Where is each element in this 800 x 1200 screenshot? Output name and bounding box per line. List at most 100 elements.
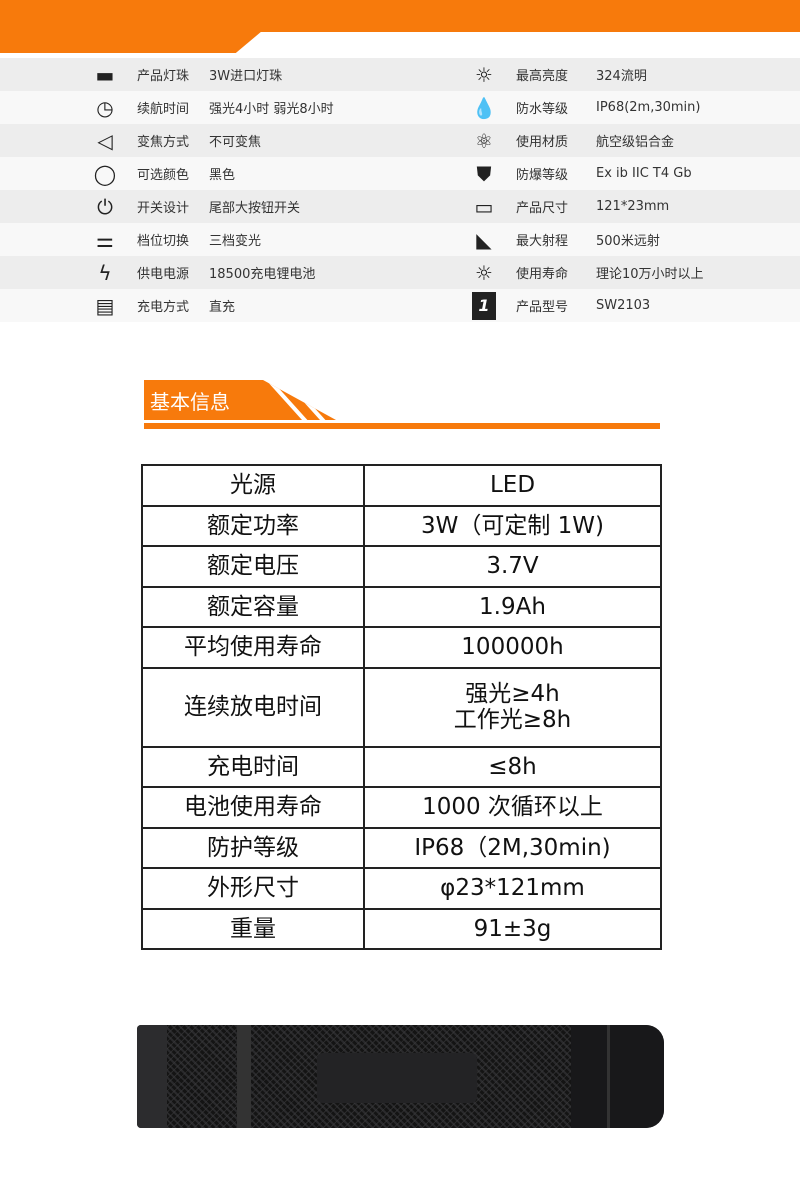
spec-item: ◁ 变焦方式 不可变焦 [0,124,400,157]
spec-value: 理论10万小时以上 [596,267,704,282]
section-underline [144,423,660,429]
table-key: 光源 [141,464,365,507]
table-value-cell: 3.7V [363,545,662,588]
spec-label: 档位切换 [137,234,190,249]
spec-label: 充电方式 [137,300,190,315]
shield-icon: ⛊ [476,161,492,186]
model-number-glyph: 1 [478,296,490,315]
table-key: 外形尺寸 [141,867,365,910]
spec-row: ⚌ 档位切换 三档变光 ◣ 最大射程 500米远射 [0,223,800,256]
table-row: 电池使用寿命 1000 次循环以上 [141,786,662,829]
table-row: 光源 LED [141,464,662,507]
spec-item: ◣ 最大射程 500米远射 [400,223,800,256]
table-value-cell: 91±3g [363,907,662,950]
spec-row: ⏻ 开关设计 尾部大按钮开关 ▭ 产品尺寸 121*23mm [0,190,800,223]
spec-value: 500米远射 [596,234,660,249]
spec-value: IP68(2m,30min) [596,100,701,115]
table-key: 防护等级 [141,826,365,869]
table-value-cell: IP68（2M,30min) [363,826,662,869]
spec-label: 产品型号 [516,300,569,315]
table-row: 外形尺寸 φ23*121mm [141,867,662,910]
spec-label: 续航时间 [137,102,190,117]
spec-label: 最大射程 [516,234,569,249]
table-value-cell: 100000h [363,626,662,669]
table-value: 91±3g [473,915,552,942]
table-value-cell: 3W（可定制 1W) [363,504,662,547]
table-key: 平均使用寿命 [141,626,365,669]
beam-range-icon: ◣ [476,227,492,252]
spec-row: ▤ 充电方式 直充 1 产品型号 SW2103 [0,289,800,322]
spec-value: 不可变焦 [209,135,262,150]
spec-item: ◷ 续航时间 强光4小时 弱光8小时 [0,91,400,124]
table-row: 防护等级 IP68（2M,30min) [141,826,662,869]
spec-value: 直充 [209,300,236,315]
battery-charge-icon: ϟ [98,260,112,285]
spec-label: 防水等级 [516,102,569,117]
spec-label: 使用寿命 [516,267,569,282]
table-row: 额定电压 3.7V [141,545,662,588]
spec-item: ⏻ 开关设计 尾部大按钮开关 [0,190,400,223]
spec-value: 三档变光 [209,234,262,249]
spec-item: ▭ 产品尺寸 121*23mm [400,190,800,223]
spec-value: 强光4小时 弱光8小时 [209,102,334,117]
table-value-cell: φ23*121mm [363,867,662,910]
spec-item: ⚌ 档位切换 三档变光 [0,223,400,256]
table-value-2: 工作光≥8h [453,707,572,733]
spec-value: 324流明 [596,69,647,84]
top-banner [0,0,800,32]
spec-item: 💧 防水等级 IP68(2m,30min) [400,91,800,124]
spec-label: 供电电源 [137,267,190,282]
spec-row: ϟ 供电电源 18500充电锂电池 ☼ 使用寿命 理论10万小时以上 [0,256,800,289]
table-key: 连续放电时间 [141,666,365,748]
table-key: 电池使用寿命 [141,786,365,829]
table-value: 1000 次循环以上 [422,794,603,821]
table-row: 额定容量 1.9Ah [141,585,662,628]
table-value-cell: ≤8h [363,745,662,788]
spec-item: ▬ 产品灯珠 3W进口灯珠 [0,58,400,91]
spec-row: ◁ 变焦方式 不可变焦 ⚛ 使用材质 航空级铝合金 [0,124,800,157]
table-row: 充电时间 ≤8h [141,745,662,788]
spec-item: ☼ 使用寿命 理论10万小时以上 [400,256,800,289]
table-row: 额定功率 3W（可定制 1W) [141,504,662,547]
spec-value: 尾部大按钮开关 [209,201,301,216]
slider-icon: ⚌ [96,227,114,252]
spec-item: 1 产品型号 SW2103 [400,289,800,322]
water-drops-icon: 💧 [471,95,497,120]
spec-row: ▬ 产品灯珠 3W进口灯珠 ☼ 最高亮度 324流明 [0,58,800,91]
spec-label: 开关设计 [137,201,190,216]
table-value: IP68（2M,30min) [414,834,611,861]
spec-label: 产品尺寸 [516,201,569,216]
table-value: 3.7V [486,553,539,580]
zoom-cone-icon: ◁ [97,128,113,153]
table-key: 额定电压 [141,545,365,588]
spec-item: ☼ 最高亮度 324流明 [400,58,800,91]
table-row: 平均使用寿命 100000h [141,626,662,669]
spec-label: 防爆等级 [516,168,569,183]
table-value: 3W（可定制 1W) [420,512,605,539]
table-value: ≤8h [488,753,537,780]
spec-value: 121*23mm [596,199,670,214]
section-header: 基本信息 [144,380,336,420]
table-value: LED [489,472,536,499]
table-value: φ23*121mm [440,875,585,902]
table-value: 强光≥4h [465,680,560,707]
table-row: 重量 91±3g [141,907,662,950]
table-value-cell: LED [363,464,662,507]
table-key: 充电时间 [141,745,365,788]
spec-label: 使用材质 [516,135,569,150]
spec-value: 黑色 [209,168,236,183]
ruler-icon: ▭ [474,194,494,219]
molecule-icon: ⚛ [475,128,493,153]
sun-outline-icon: ☼ [475,260,493,285]
spec-value: Ex ib IIC T4 Gb [596,166,692,181]
spec-item: ▤ 充电方式 直充 [0,289,400,322]
top-banner-slant [0,31,262,53]
power-icon: ⏻ [97,194,113,219]
table-key: 额定功率 [141,504,365,547]
battery-icon: ▤ [95,293,115,318]
spec-item: ⛊ 防爆等级 Ex ib IIC T4 Gb [400,157,800,190]
table-key: 重量 [141,907,365,950]
table-value: 1.9Ah [479,593,546,620]
spec-label: 可选颜色 [137,168,190,183]
color-ring-icon: ◯ [93,161,117,186]
